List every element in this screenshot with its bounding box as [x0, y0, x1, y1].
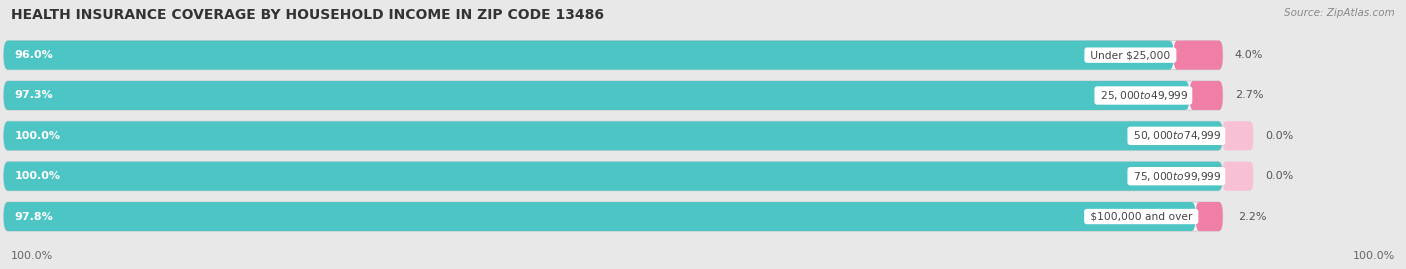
FancyBboxPatch shape: [4, 41, 1223, 70]
FancyBboxPatch shape: [1174, 41, 1223, 70]
FancyBboxPatch shape: [4, 202, 1195, 231]
FancyBboxPatch shape: [4, 162, 1223, 191]
FancyBboxPatch shape: [4, 121, 1223, 150]
Text: 100.0%: 100.0%: [11, 251, 53, 261]
Text: 100.0%: 100.0%: [14, 171, 60, 181]
Text: 100.0%: 100.0%: [1353, 251, 1395, 261]
Text: $75,000 to $99,999: $75,000 to $99,999: [1130, 170, 1223, 183]
Text: HEALTH INSURANCE COVERAGE BY HOUSEHOLD INCOME IN ZIP CODE 13486: HEALTH INSURANCE COVERAGE BY HOUSEHOLD I…: [11, 8, 605, 22]
Text: 97.8%: 97.8%: [14, 211, 53, 222]
FancyBboxPatch shape: [1195, 202, 1223, 231]
Text: 0.0%: 0.0%: [1265, 131, 1294, 141]
Text: $50,000 to $74,999: $50,000 to $74,999: [1130, 129, 1223, 142]
Text: 2.7%: 2.7%: [1234, 90, 1264, 101]
FancyBboxPatch shape: [4, 41, 1174, 70]
FancyBboxPatch shape: [4, 162, 1223, 191]
Text: $100,000 and over: $100,000 and over: [1087, 211, 1195, 222]
Text: 4.0%: 4.0%: [1234, 50, 1263, 60]
Text: $25,000 to $49,999: $25,000 to $49,999: [1097, 89, 1189, 102]
FancyBboxPatch shape: [1189, 81, 1223, 110]
Text: Source: ZipAtlas.com: Source: ZipAtlas.com: [1284, 8, 1395, 18]
Text: 97.3%: 97.3%: [14, 90, 53, 101]
Text: 0.0%: 0.0%: [1265, 171, 1294, 181]
FancyBboxPatch shape: [4, 121, 1223, 150]
Text: 2.2%: 2.2%: [1239, 211, 1267, 222]
FancyBboxPatch shape: [4, 81, 1189, 110]
FancyBboxPatch shape: [1223, 121, 1253, 150]
Text: 100.0%: 100.0%: [14, 131, 60, 141]
FancyBboxPatch shape: [4, 81, 1223, 110]
FancyBboxPatch shape: [1223, 162, 1253, 191]
Text: 96.0%: 96.0%: [14, 50, 53, 60]
Text: Under $25,000: Under $25,000: [1087, 50, 1174, 60]
FancyBboxPatch shape: [4, 202, 1223, 231]
